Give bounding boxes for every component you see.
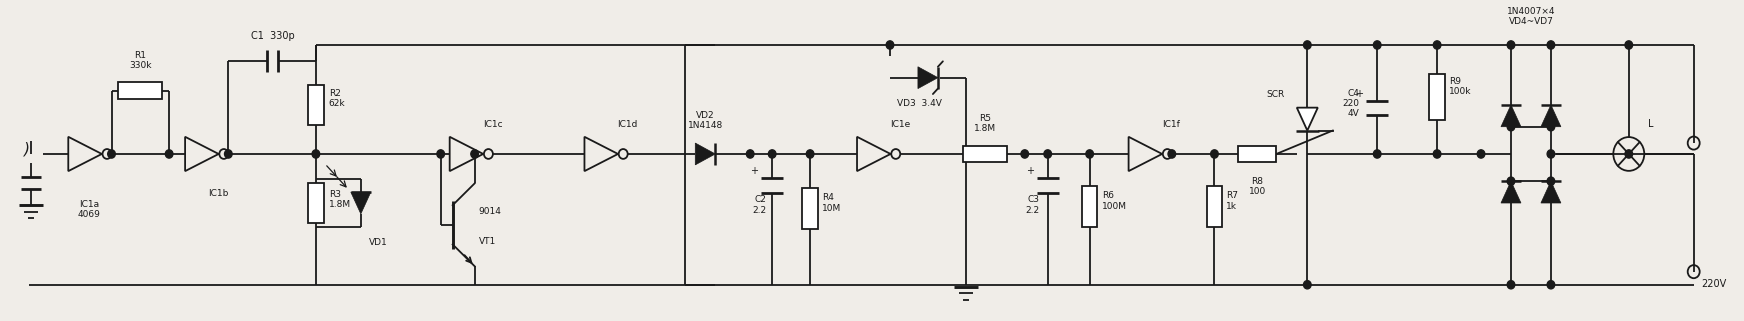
Bar [1238,145,1277,162]
Circle shape [471,150,478,158]
Circle shape [1547,150,1554,158]
Text: IC1e: IC1e [889,120,910,129]
Circle shape [1547,123,1554,131]
Text: IC1b: IC1b [208,189,228,198]
Text: +: + [1025,166,1034,176]
Bar [309,183,324,223]
Polygon shape [351,192,371,214]
Text: C3
2.2: C3 2.2 [1025,195,1039,215]
Bar [963,145,1006,162]
Circle shape [1507,123,1516,131]
Text: 220V: 220V [1702,279,1727,289]
Text: VT1: VT1 [478,238,495,247]
Text: IC1f: IC1f [1163,120,1181,129]
Circle shape [1625,41,1632,49]
Circle shape [1547,41,1554,49]
Circle shape [1045,150,1052,158]
Text: IC1c: IC1c [483,120,502,129]
Polygon shape [1502,105,1521,127]
Text: 1N4007×4
VD4~VD7: 1N4007×4 VD4~VD7 [1507,7,1556,26]
Text: R6
100M: R6 100M [1102,191,1127,211]
Bar [309,85,324,125]
Text: R4
10M: R4 10M [821,193,841,213]
Circle shape [1303,41,1311,49]
Polygon shape [1542,105,1561,127]
Text: R2
62k: R2 62k [330,89,345,108]
Circle shape [1625,150,1632,158]
Text: SCR: SCR [1266,91,1285,100]
Circle shape [1087,150,1093,158]
Text: R3
1.8M: R3 1.8M [330,190,351,209]
Circle shape [225,150,232,158]
Circle shape [1507,177,1516,185]
Text: R9
100k: R9 100k [1449,77,1472,96]
Circle shape [1210,150,1219,158]
Circle shape [746,150,753,158]
Circle shape [1168,150,1175,158]
Circle shape [1507,281,1516,289]
Circle shape [769,150,776,158]
Circle shape [438,150,445,158]
Circle shape [1477,150,1484,158]
Text: VD2
1N4148: VD2 1N4148 [687,111,724,130]
Circle shape [1547,281,1554,289]
Bar [1207,186,1223,227]
Text: R1
330k: R1 330k [129,51,152,70]
Circle shape [108,150,115,158]
Circle shape [1374,150,1381,158]
Text: +: + [1355,89,1364,99]
Circle shape [1434,41,1441,49]
Circle shape [166,150,173,158]
Text: 9014: 9014 [478,207,502,216]
Polygon shape [696,143,715,165]
Bar [1430,74,1444,120]
Bar [119,82,162,99]
Circle shape [1547,177,1554,185]
Circle shape [312,150,319,158]
Circle shape [1374,41,1381,49]
Bar [802,188,818,229]
Text: VD1: VD1 [370,238,389,247]
Circle shape [1434,150,1441,158]
Circle shape [1303,281,1311,289]
Text: +: + [750,166,759,176]
Text: C1  330p: C1 330p [251,30,295,41]
Text: R7
1k: R7 1k [1226,191,1238,211]
Text: R8
100: R8 100 [1249,177,1266,196]
Circle shape [886,41,893,49]
Text: C4
220
4V: C4 220 4V [1343,89,1359,118]
Circle shape [1507,41,1516,49]
Polygon shape [1542,181,1561,203]
Circle shape [806,150,814,158]
Text: R5
1.8M: R5 1.8M [973,114,996,133]
Polygon shape [917,67,938,89]
Text: ): ) [24,141,30,156]
Circle shape [1020,150,1029,158]
Bar [1081,186,1097,227]
Text: IC1d: IC1d [617,120,638,129]
Text: C2
2.2: C2 2.2 [752,195,766,215]
Text: VD3  3.4V: VD3 3.4V [898,100,942,108]
Text: IC1a
4069: IC1a 4069 [78,200,101,219]
Polygon shape [1502,181,1521,203]
Text: L: L [1648,119,1653,129]
Polygon shape [1298,108,1318,131]
